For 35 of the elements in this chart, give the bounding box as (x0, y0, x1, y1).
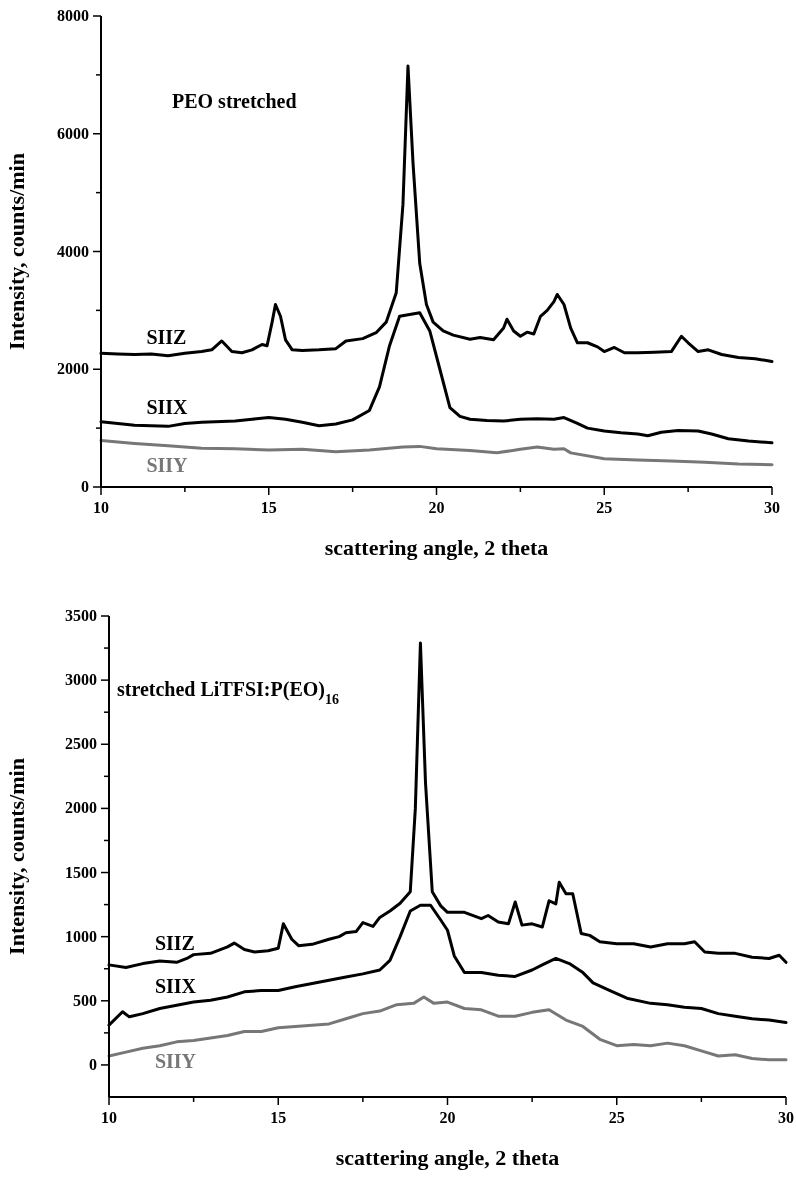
series-label: SIIX (154, 975, 197, 998)
y-tick-label: 2000 (65, 799, 97, 817)
series-label: SIIY (154, 1049, 197, 1072)
y-tick-label: 8000 (57, 7, 89, 24)
y-tick-label: 2000 (57, 360, 89, 378)
x-axis-title: scattering angle, 2 theta (324, 535, 549, 560)
x-axis-title: scattering angle, 2 theta (335, 1145, 560, 1170)
x-tick-label: 25 (608, 1109, 625, 1126)
x-tick-label: 15 (260, 499, 277, 516)
y-axis-title: Intensity, counts/min (4, 153, 29, 350)
y-tick-label: 3500 (65, 607, 97, 624)
x-tick-label: 30 (778, 1109, 794, 1126)
y-tick-label: 3000 (65, 671, 97, 689)
y-tick-label: 1000 (65, 927, 97, 945)
y-tick-label: 6000 (57, 124, 89, 142)
series-label: SIIY (146, 453, 189, 476)
y-tick-label: 1500 (65, 863, 97, 881)
series-label: SIIX (146, 396, 189, 419)
x-tick-label: 10 (101, 1109, 117, 1126)
series-label: SIIZ (154, 932, 195, 955)
x-tick-label: 30 (764, 499, 780, 516)
x-tick-label: 10 (93, 499, 109, 516)
text: PEO stretched (172, 90, 297, 112)
y-tick-label: 2500 (65, 735, 97, 753)
y-tick-label: 0 (89, 1055, 97, 1073)
x-tick-label: 15 (270, 1109, 287, 1126)
y-tick-label: 4000 (57, 242, 89, 260)
y-axis-title: Intensity, counts/min (4, 758, 29, 955)
x-tick-label: 25 (596, 499, 613, 516)
y-tick-label: 0 (81, 478, 89, 495)
x-tick-label: 20 (439, 1109, 456, 1126)
text: stretched LiTFSI:P(EO)$_{16}$ (117, 678, 339, 707)
x-tick-label: 20 (428, 499, 445, 516)
y-tick-label: 500 (73, 991, 97, 1009)
series-label: SIIZ (146, 325, 187, 348)
